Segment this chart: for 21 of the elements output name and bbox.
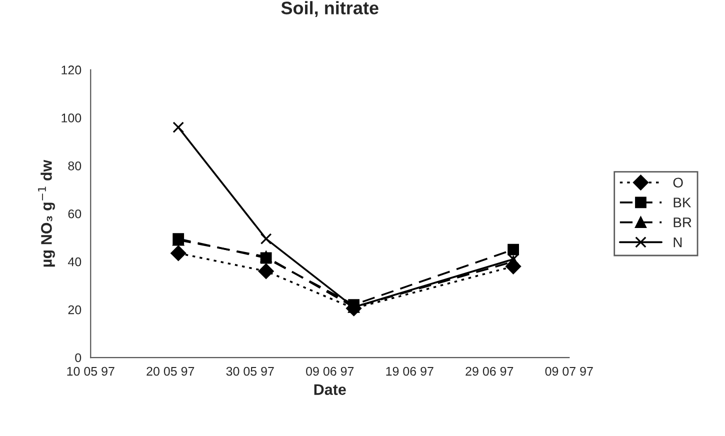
legend-label: O (673, 178, 683, 188)
x-axis-title: Date (314, 384, 346, 395)
x-tick-label: 20 05 97 (146, 366, 194, 376)
y-axis-title: µg NO₃ g$^{−1}$ dw (38, 160, 55, 267)
y-tick-label: 80 (68, 161, 82, 170)
x-tick-label: 19 06 97 (386, 366, 434, 376)
y-tick-label: 0 (75, 353, 82, 362)
legend-label: BK (674, 198, 692, 208)
legend-label: N (674, 238, 682, 248)
y-tick-label: 20 (68, 305, 82, 314)
legend-label: BR (674, 218, 692, 228)
x-tick-label: 29 06 97 (466, 366, 514, 376)
y-tick-label: 40 (68, 257, 82, 266)
y-tick-label: 100 (62, 114, 82, 122)
x-tick-label: 10 05 97 (67, 366, 114, 376)
y-tick-label: 120 (62, 66, 82, 74)
y-tick-label: 60 (68, 209, 82, 218)
x-tick-label: 09 07 97 (545, 366, 593, 376)
chart-title: Soil, nitrate (281, 1, 378, 17)
x-tick-label: 30 05 97 (226, 366, 274, 376)
x-tick-label: 09 06 97 (306, 366, 354, 376)
